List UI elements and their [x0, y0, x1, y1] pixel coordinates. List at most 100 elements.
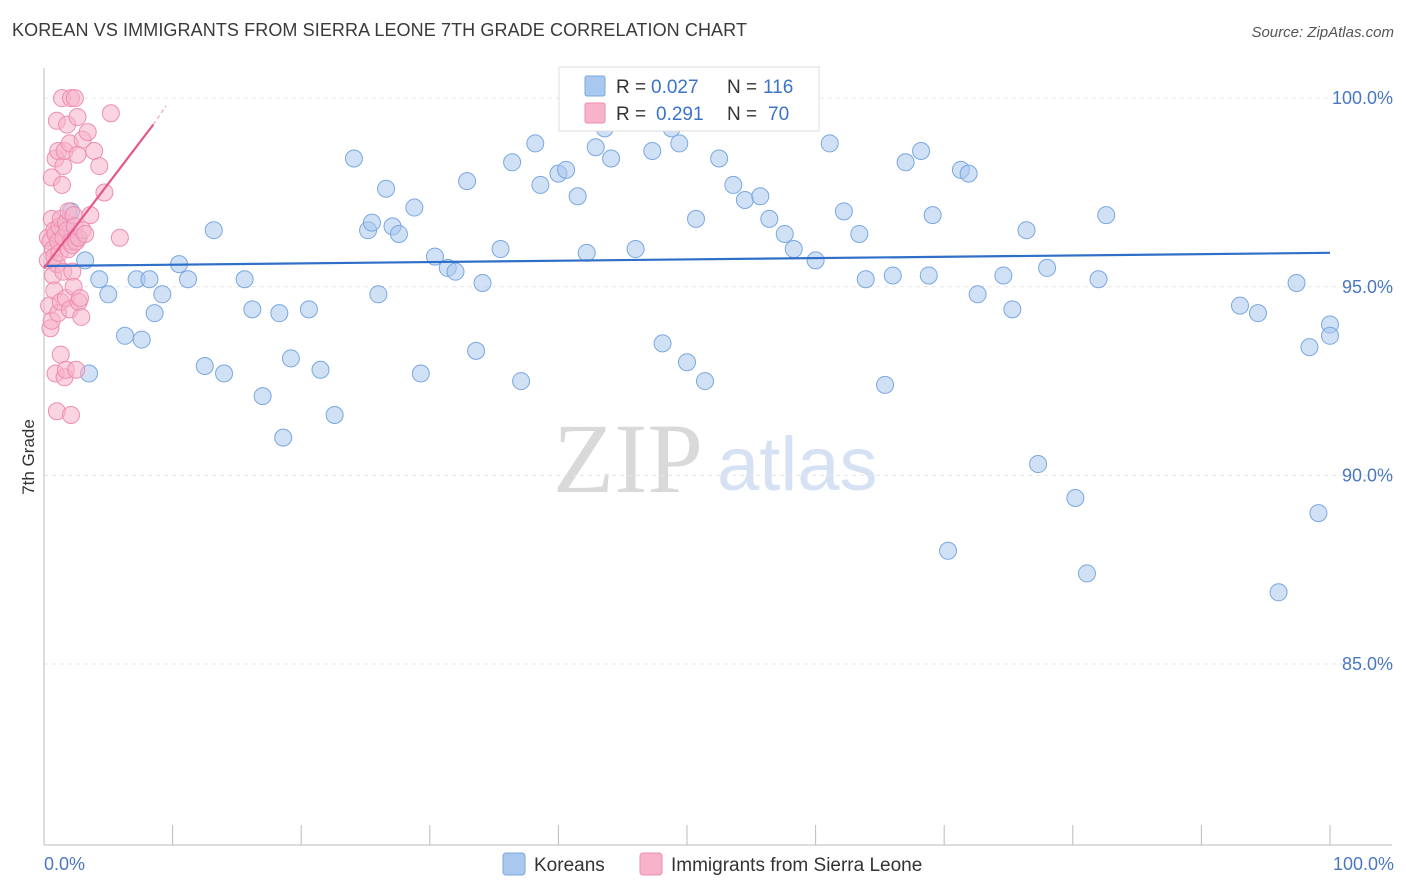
data-point[interactable] — [896, 153, 915, 172]
bottom-legend-swatch-koreans[interactable] — [502, 852, 526, 876]
data-point[interactable] — [101, 104, 120, 123]
data-point[interactable] — [883, 266, 902, 285]
data-point[interactable] — [806, 251, 825, 270]
data-point[interactable] — [215, 364, 234, 383]
data-point[interactable] — [1077, 564, 1096, 583]
data-point[interactable] — [876, 375, 895, 394]
bottom-legend-label-koreans[interactable]: Koreans — [534, 855, 605, 876]
data-point[interactable] — [626, 240, 645, 259]
data-point[interactable] — [72, 307, 91, 326]
data-point[interactable] — [491, 240, 510, 259]
data-point[interactable] — [253, 387, 272, 406]
data-point[interactable] — [1248, 304, 1267, 323]
data-point[interactable] — [919, 266, 938, 285]
data-point[interactable] — [344, 149, 363, 168]
data-point[interactable] — [1089, 270, 1108, 289]
data-point[interactable] — [557, 160, 576, 179]
data-point[interactable] — [1321, 326, 1339, 345]
data-point[interactable] — [526, 134, 545, 153]
data-point[interactable] — [1066, 488, 1085, 507]
data-point[interactable] — [760, 209, 779, 228]
data-point[interactable] — [1269, 583, 1288, 602]
data-point[interactable] — [1038, 258, 1057, 277]
data-point[interactable] — [834, 202, 853, 221]
data-point[interactable] — [68, 108, 87, 127]
data-point[interactable] — [1029, 455, 1048, 474]
data-point[interactable] — [531, 175, 550, 194]
data-point[interactable] — [994, 266, 1013, 285]
data-point[interactable] — [678, 353, 696, 372]
data-point[interactable] — [735, 191, 754, 210]
data-point[interactable] — [696, 372, 715, 391]
data-point[interactable] — [65, 89, 84, 108]
data-point[interactable] — [270, 304, 289, 323]
data-point[interactable] — [362, 213, 381, 232]
data-point[interactable] — [325, 406, 344, 425]
data-point[interactable] — [1287, 273, 1306, 292]
data-point[interactable] — [968, 285, 987, 304]
data-point[interactable] — [850, 224, 869, 243]
data-point[interactable] — [243, 300, 262, 319]
data-point[interactable] — [281, 349, 300, 368]
data-point[interactable] — [369, 285, 388, 304]
data-point[interactable] — [195, 356, 214, 375]
data-point[interactable] — [179, 270, 198, 289]
data-point[interactable] — [1017, 221, 1036, 240]
data-point[interactable] — [1230, 296, 1249, 315]
data-point[interactable] — [425, 247, 444, 266]
data-point[interactable] — [85, 141, 104, 160]
data-point[interactable] — [51, 345, 70, 364]
data-point[interactable] — [586, 138, 605, 157]
data-point[interactable] — [71, 289, 90, 308]
data-point[interactable] — [1003, 300, 1022, 319]
data-point[interactable] — [153, 285, 172, 304]
data-point[interactable] — [78, 123, 97, 142]
data-point[interactable] — [1309, 504, 1328, 523]
data-point[interactable] — [62, 406, 81, 425]
data-point[interactable] — [458, 172, 477, 191]
data-point[interactable] — [145, 304, 164, 323]
bottom-legend-label-sierra-leone[interactable]: Immigrants from Sierra Leone — [671, 855, 922, 876]
data-point[interactable] — [602, 149, 621, 168]
data-point[interactable] — [67, 360, 86, 379]
data-point[interactable] — [95, 183, 114, 202]
data-point[interactable] — [939, 541, 958, 560]
data-point[interactable] — [140, 270, 159, 289]
data-point[interactable] — [751, 187, 770, 206]
data-point[interactable] — [53, 175, 72, 194]
data-point[interactable] — [411, 364, 430, 383]
data-point[interactable] — [1300, 338, 1319, 357]
data-point[interactable] — [467, 341, 486, 360]
data-point[interactable] — [110, 228, 129, 247]
data-point[interactable] — [389, 224, 408, 243]
data-point[interactable] — [820, 134, 839, 153]
data-point[interactable] — [643, 141, 662, 160]
data-point[interactable] — [204, 221, 223, 240]
data-point[interactable] — [923, 206, 942, 225]
data-point[interactable] — [1097, 206, 1116, 225]
data-point[interactable] — [512, 372, 531, 391]
data-point[interactable] — [724, 175, 743, 194]
data-point[interactable] — [90, 157, 109, 176]
data-point[interactable] — [132, 330, 151, 349]
data-point[interactable] — [405, 198, 424, 217]
data-point[interactable] — [959, 164, 978, 183]
data-point[interactable] — [473, 273, 492, 292]
data-point[interactable] — [503, 153, 522, 172]
data-point[interactable] — [235, 270, 254, 289]
data-point[interactable] — [710, 149, 729, 168]
data-point[interactable] — [912, 141, 931, 160]
data-point[interactable] — [68, 145, 87, 164]
data-point[interactable] — [568, 187, 587, 206]
data-point[interactable] — [377, 179, 396, 198]
data-point[interactable] — [856, 270, 875, 289]
data-point[interactable] — [90, 270, 109, 289]
bottom-legend-swatch-sierra-leone[interactable] — [639, 852, 663, 876]
data-point[interactable] — [299, 300, 318, 319]
data-point[interactable] — [653, 334, 672, 353]
data-point[interactable] — [577, 243, 596, 262]
data-point[interactable] — [274, 428, 293, 447]
data-point[interactable] — [446, 262, 465, 281]
data-point[interactable] — [670, 134, 689, 153]
data-point[interactable] — [99, 285, 118, 304]
